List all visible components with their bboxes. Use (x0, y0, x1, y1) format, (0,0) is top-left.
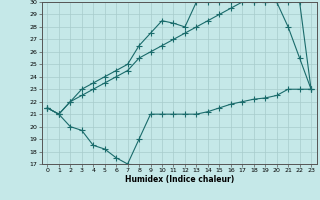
X-axis label: Humidex (Indice chaleur): Humidex (Indice chaleur) (124, 175, 234, 184)
